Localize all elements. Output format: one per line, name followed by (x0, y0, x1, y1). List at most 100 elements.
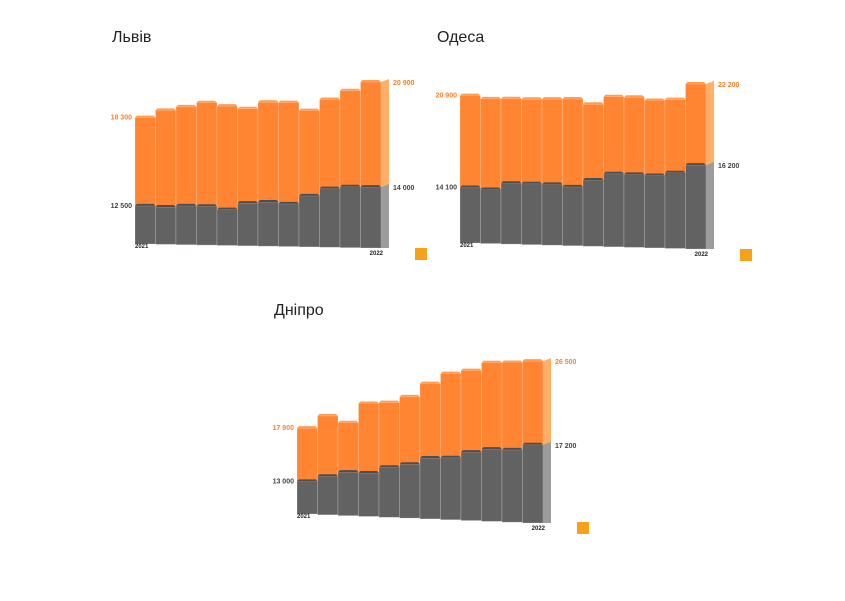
dnipro-gray-bar-9 (481, 448, 503, 522)
dnipro-orange-bar-top-3 (358, 401, 379, 404)
dnipro-gray-side-face (543, 441, 551, 523)
odesa-gray-bar-top-7 (603, 171, 624, 174)
dnipro-gray-bar-1 (317, 475, 339, 516)
lviv-gray-bar-top-1 (155, 205, 176, 208)
odesa-gray-bar-top-8 (624, 172, 645, 175)
dnipro-legend-swatch (577, 522, 589, 534)
dnipro-gray-bar-7 (440, 457, 462, 521)
odesa-gray-bar-top-1 (480, 187, 501, 190)
lviv-orange-bar-top-4 (217, 104, 238, 107)
lviv-orange-bar-top-5 (237, 106, 258, 109)
odesa-gray-first-label: 14 100 (436, 185, 458, 192)
odesa-gray-bar-11 (685, 164, 707, 250)
odesa-gray-bar-top-3 (521, 181, 542, 184)
odesa-orange-bar-top-0 (460, 93, 481, 96)
odesa-start-year: 2021 (460, 243, 474, 249)
lviv-gray-bar-top-9 (319, 186, 340, 189)
lviv-orange-bar-top-0 (135, 115, 156, 118)
odesa-orange-bar-top-10 (665, 97, 686, 100)
lviv-gray-bar-1 (155, 206, 177, 245)
odesa-gray-bar-top-4 (542, 182, 563, 185)
odesa-orange-bar-top-11 (685, 82, 706, 84)
dnipro-gray-bar-11 (522, 444, 544, 524)
dnipro-gray-bar-top-0 (297, 479, 318, 482)
lviv-gray-side-face (381, 184, 389, 248)
dnipro-orange-bar-top-11 (522, 359, 543, 362)
odesa-gray-bar-top-10 (665, 170, 686, 173)
dnipro-gray-bar-top-7 (440, 455, 461, 458)
dnipro-gray-bar-top-2 (338, 470, 359, 473)
lviv-gray-bar-top-5 (237, 201, 258, 204)
dnipro-gray-bar-10 (501, 449, 523, 523)
dnipro-gray-bar-top-8 (461, 450, 482, 453)
lviv-gray-bar-top-7 (278, 201, 299, 204)
odesa-orange-bar-top-2 (501, 96, 522, 99)
lviv-gray-bar-top-3 (196, 204, 217, 207)
dnipro-gray-bar-5 (399, 464, 421, 519)
lviv-gray-first-label: 12 500 (111, 203, 133, 210)
odesa-gray-bar-8 (623, 174, 645, 248)
lviv-gray-bar-2 (175, 205, 197, 246)
odesa-gray-bar-10 (664, 172, 686, 249)
dnipro-orange-bar-top-4 (379, 400, 400, 403)
odesa-gray-bar-1 (480, 189, 502, 244)
lviv-gray-bar-top-4 (217, 207, 238, 210)
dnipro-orange-last-label: 26 500 (555, 359, 577, 366)
dnipro-gray-bar-6 (419, 457, 441, 520)
dnipro-gray-bar-top-6 (420, 456, 441, 459)
odesa-gray-bar-top-9 (644, 173, 665, 176)
lviv-gray-bar-top-2 (176, 203, 197, 206)
lviv-orange-first-label: 18 300 (111, 115, 133, 122)
dnipro-gray-bar-top-10 (502, 447, 523, 450)
dnipro-orange-bar-top-6 (420, 381, 441, 384)
dnipro-gray-bar-0 (296, 481, 318, 515)
lviv-orange-bar-top-2 (176, 104, 197, 107)
lviv-end-year: 2022 (370, 251, 384, 257)
odesa-orange-bar-top-7 (603, 94, 624, 97)
dnipro-orange-bar-top-8 (461, 368, 482, 371)
dnipro-orange-bar-top-10 (502, 360, 523, 363)
odesa-end-year: 2022 (695, 252, 709, 258)
odesa-orange-bar-top-6 (583, 102, 604, 105)
dnipro-end-year: 2022 (532, 526, 546, 532)
dnipro-gray-bar-top-9 (481, 447, 502, 450)
lviv-gray-bar-top-8 (299, 193, 320, 196)
dnipro-gray-bar-8 (460, 451, 482, 521)
lviv-gray-bar-4 (216, 209, 238, 246)
lviv-gray-bar-9 (319, 188, 341, 248)
dnipro-gray-bar-top-11 (522, 442, 543, 445)
odesa-gray-bar-top-2 (501, 181, 522, 184)
lviv-orange-bar-top-8 (299, 108, 320, 111)
lviv-orange-bar-top-1 (155, 108, 176, 111)
lviv-gray-bar-0 (134, 205, 156, 245)
odesa-gray-bar-7 (603, 173, 625, 248)
odesa-gray-bar-0 (459, 187, 481, 244)
odesa-gray-bar-top-0 (460, 185, 481, 188)
lviv-gray-bar-8 (298, 195, 320, 248)
chart-title-dnipro: Дніпро (274, 302, 324, 319)
lviv-gray-bar-top-0 (135, 203, 156, 206)
dnipro-orange-bar-top-9 (481, 360, 502, 363)
dnipro-orange-first-label: 17 900 (273, 425, 295, 432)
chart-title-odesa: Одеса (437, 29, 485, 46)
dnipro-gray-last-label: 17 200 (555, 443, 577, 450)
lviv-orange-bar-top-9 (319, 97, 340, 100)
dnipro-gray-bar-4 (378, 466, 400, 518)
dnipro-start-year: 2021 (297, 514, 311, 520)
odesa-gray-bar-5 (562, 186, 584, 247)
lviv-orange-bar-top-11 (360, 80, 381, 82)
lviv-orange-last-label: 20 900 (393, 80, 415, 87)
dnipro-gray-bar-2 (337, 471, 359, 516)
dnipro-gray-bar-top-3 (358, 470, 379, 473)
odesa-orange-last-label: 22 200 (718, 82, 740, 89)
odesa-orange-first-label: 20 900 (436, 93, 458, 100)
dnipro-orange-bar-top-5 (399, 394, 420, 397)
lviv-gray-last-label: 14 000 (393, 185, 415, 192)
odesa-gray-bar-9 (644, 175, 666, 249)
dnipro-gray-first-label: 13 000 (273, 478, 295, 485)
lviv-gray-bar-6 (257, 201, 279, 247)
odesa-gray-bar-top-5 (562, 184, 583, 187)
dnipro-gray-bar-top-1 (317, 474, 338, 477)
